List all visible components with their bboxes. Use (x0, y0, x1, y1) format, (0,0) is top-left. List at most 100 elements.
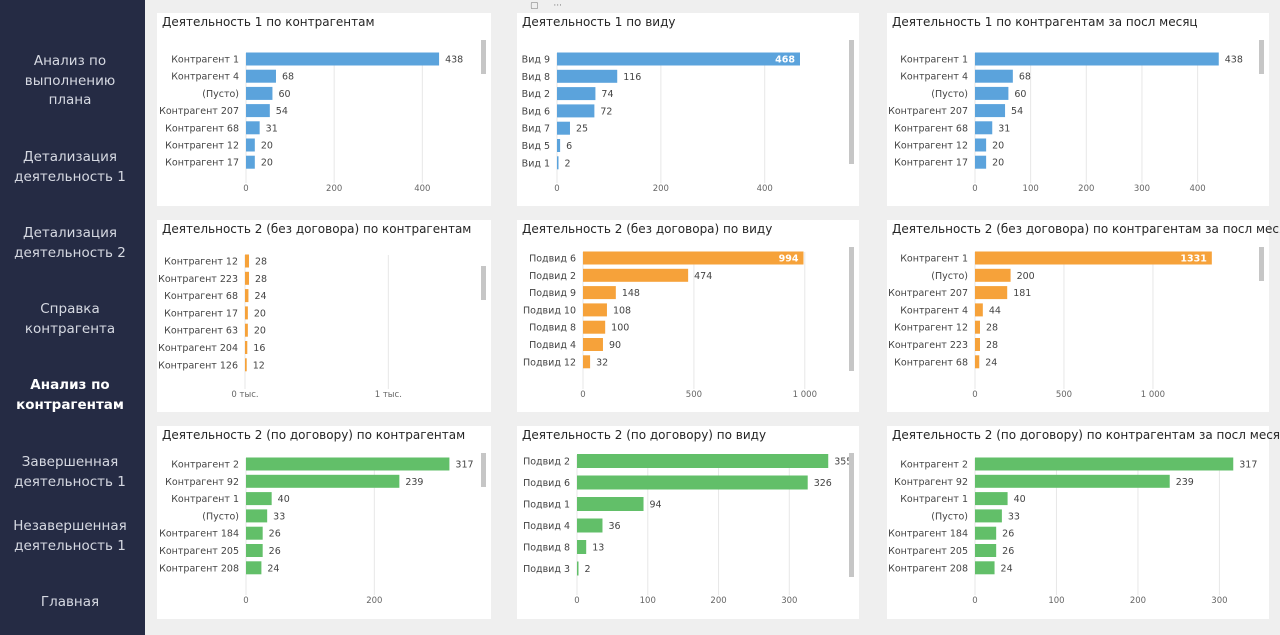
nav-item-activity2-details[interactable]: Детализация деятельность 2 (0, 224, 140, 263)
bar (975, 492, 1008, 506)
bar (975, 544, 997, 557)
bar (557, 121, 570, 135)
nav-item-home[interactable]: Главная (0, 593, 140, 613)
category-label: Контрагент 205 (159, 546, 239, 557)
nav-item-uncompleted-activity1[interactable]: Незавершенная деятельность 1 (0, 517, 140, 556)
bar-chart: 0 200 Контрагент 2 317 Контрагент 92 239 Контр… (159, 453, 486, 606)
nav-item-plan-analysis[interactable]: Анализ по выполнению плана (0, 52, 140, 111)
bar-chart: 0 100 200 300 400 Контрагент 1 438 Контрагент 4… (888, 40, 1264, 194)
bar (557, 104, 595, 118)
chart-scrollbar[interactable] (849, 247, 854, 371)
value-label: 317 (1239, 460, 1257, 471)
chart-scrollbar[interactable] (1259, 247, 1264, 281)
value-label: 74 (601, 89, 613, 100)
nav-item-counterparty-info[interactable]: Справка контрагента (0, 300, 140, 339)
x-tick-label: 400 (1189, 184, 1205, 194)
chart-panel[interactable]: Деятельность 1 по контрагентам 0 200 400 Ко… (157, 13, 491, 206)
category-label: Подвид 8 (529, 323, 576, 334)
bar (577, 475, 808, 490)
value-label: 54 (276, 106, 288, 117)
chart-panel[interactable]: Деятельность 2 (без договора) по контраг… (157, 220, 491, 412)
category-label: (Пусто) (931, 511, 968, 522)
bar-chart: 0 500 1 000 Контрагент 1 1331 (Пусто) 200 Контр… (888, 247, 1264, 400)
value-label: 20 (254, 326, 266, 337)
category-label: Контрагент 2 (171, 460, 239, 471)
value-label: 2 (565, 158, 571, 169)
bar (975, 320, 980, 334)
chart-panel[interactable]: Деятельность 1 по контрагентам за посл м… (887, 13, 1269, 206)
value-label: 994 (779, 254, 799, 265)
chart-scrollbar[interactable] (481, 453, 486, 487)
chart-scrollbar[interactable] (849, 40, 854, 164)
category-label: Вид 8 (522, 72, 550, 83)
category-label: Вид 7 (522, 124, 550, 135)
x-tick-label: 0 (243, 184, 248, 194)
category-label: Подвид 12 (523, 357, 576, 368)
bar (975, 251, 1212, 265)
value-label: 16 (253, 343, 265, 354)
bar (245, 271, 250, 285)
value-label: 181 (1013, 288, 1031, 299)
chart-panel[interactable]: Деятельность 2 (по договору) по контраге… (157, 426, 491, 619)
value-label: 148 (622, 288, 640, 299)
bar (975, 86, 1009, 100)
bar (975, 268, 1011, 282)
value-label: 26 (1002, 529, 1014, 540)
chart-scrollbar[interactable] (849, 453, 854, 577)
category-label: Контрагент 12 (164, 257, 238, 268)
chart-title: Деятельность 2 (по договору) по контраге… (162, 428, 466, 442)
bar (975, 104, 1006, 118)
bar (557, 87, 596, 101)
category-label: Контрагент 17 (894, 158, 968, 169)
chart-panel[interactable]: Деятельность 2 (без договора) по контраг… (887, 220, 1280, 412)
bar (246, 474, 400, 488)
bar (577, 540, 587, 554)
x-tick-label: 1 000 (1141, 390, 1165, 400)
value-label: 438 (445, 55, 463, 66)
value-label: 60 (1014, 89, 1026, 100)
nav-item-line: плана (48, 92, 92, 108)
value-label: 68 (282, 72, 294, 83)
bar-chart: 0 500 1 000 Подвид 6 994 Подвид 2 474 Подвид 9 1… (523, 247, 854, 400)
nav-item-line: Детализация (23, 225, 117, 241)
nav-item-activity1-details[interactable]: Детализация деятельность 1 (0, 148, 140, 187)
bar (246, 492, 272, 506)
category-label: Вид 1 (522, 158, 550, 169)
category-label: (Пусто) (931, 89, 968, 100)
chart-title: Деятельность 1 по виду (522, 15, 676, 29)
chart-panel[interactable]: Деятельность 2 (по договору) по виду 0 10… (517, 426, 859, 619)
chart-scrollbar[interactable] (1259, 40, 1264, 74)
chart-panel[interactable]: Деятельность 2 (по договору) по контраге… (887, 426, 1280, 619)
value-label: 1331 (1180, 254, 1206, 265)
nav-item-counterparty-analysis[interactable]: Анализ по контрагентам (0, 376, 140, 415)
x-tick-label: 0 тыс. (231, 390, 258, 400)
category-label: Контрагент 1 (900, 254, 968, 265)
chart-scrollbar[interactable] (481, 40, 486, 74)
bar (583, 303, 607, 317)
focus-icon[interactable]: ▢ (530, 1, 539, 11)
category-label: Контрагент 126 (158, 360, 238, 371)
chart-panel[interactable]: Деятельность 1 по виду 0 200 400 Вид 9 468 Ви… (517, 13, 859, 206)
value-label: 468 (775, 55, 795, 66)
bar (246, 86, 273, 100)
chart-title: Деятельность 2 (без договора) по виду (522, 222, 773, 236)
chart-title: Деятельность 2 (по договору) по контраге… (892, 428, 1280, 442)
category-label: Подвид 6 (529, 254, 576, 265)
value-label: 20 (261, 158, 273, 169)
bar (583, 355, 591, 369)
x-tick-label: 400 (414, 184, 430, 194)
ellipsis-icon[interactable]: ··· (553, 1, 562, 11)
category-label: Контрагент 92 (165, 477, 239, 488)
bar (975, 52, 1219, 66)
x-tick-label: 0 (243, 596, 248, 606)
value-label: 24 (1001, 563, 1013, 574)
nav-item-line: Анализ по (30, 377, 110, 393)
category-label: Вид 2 (522, 89, 550, 100)
chart-scrollbar[interactable] (481, 266, 486, 300)
chart-panel[interactable]: Деятельность 2 (без договора) по виду 0 5… (517, 220, 859, 412)
value-label: 28 (255, 257, 267, 268)
nav-item-line: Справка (40, 301, 100, 317)
bar-chart: 0 200 400 Контрагент 1 438 Контрагент 4 68 (Пус… (159, 40, 486, 194)
bar (583, 320, 606, 334)
nav-item-completed-activity1[interactable]: Завершенная деятельность 1 (0, 453, 140, 492)
